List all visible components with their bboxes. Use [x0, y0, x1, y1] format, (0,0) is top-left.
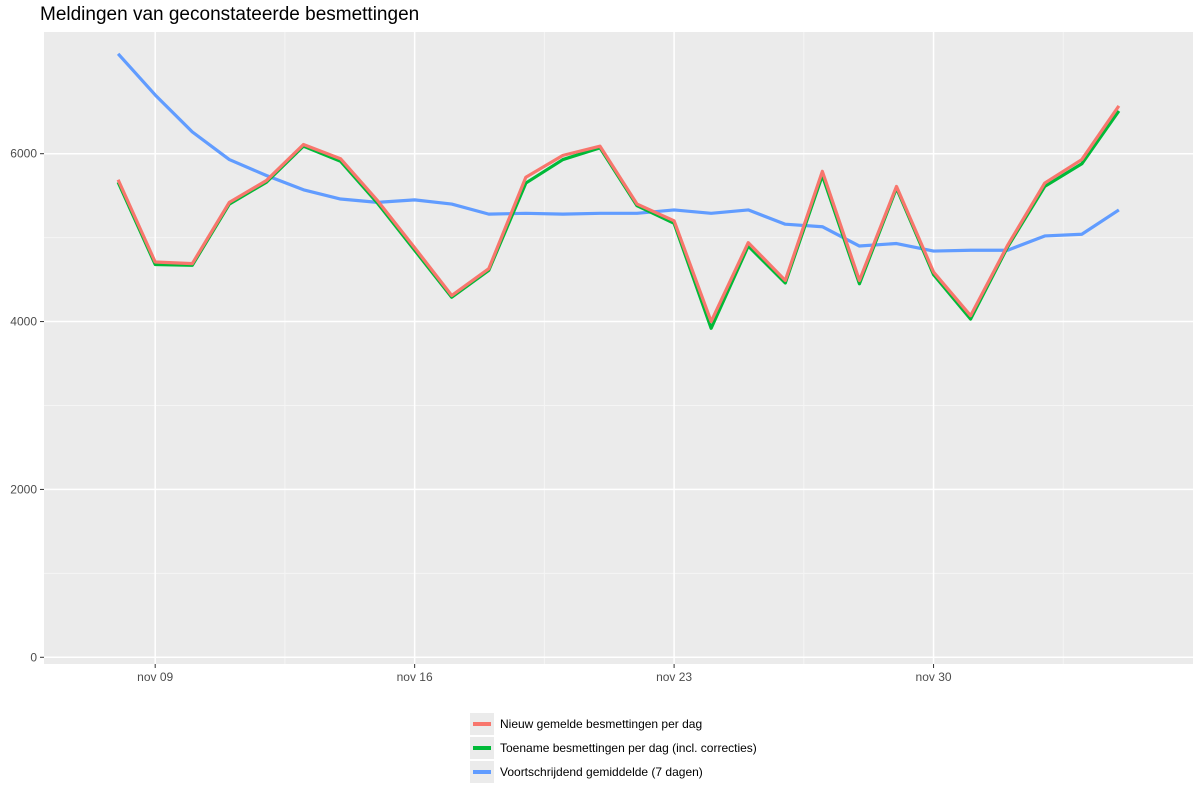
x-tick-label: nov 16 [397, 670, 433, 684]
x-tick-label: nov 30 [916, 670, 952, 684]
series-layer [116, 52, 1121, 330]
x-tick-label: nov 09 [137, 670, 173, 684]
series-line-2 [116, 52, 1120, 253]
legend-swatch-toename [473, 746, 491, 750]
axis-layer: 0 2000 4000 6000 nov 09 nov 16 nov 23 nov 30 [10, 147, 952, 684]
plot-panel [44, 32, 1193, 664]
y-tick-label: 2000 [10, 482, 37, 496]
grid-major [44, 32, 1193, 664]
legend-key-toename [470, 737, 494, 759]
y-tick-label: 4000 [10, 315, 37, 329]
legend-label-toename: Toename besmettingen per dag (incl. corr… [500, 741, 757, 755]
legend-label-gemiddelde: Voortschrijdend gemiddelde (7 dagen) [500, 765, 703, 779]
chart-title: Meldingen van geconstateerde besmettinge… [40, 4, 420, 25]
legend-item-toename: Toename besmettingen per dag (incl. corr… [470, 736, 757, 760]
legend-swatch-nieuw [473, 722, 491, 726]
legend-key-nieuw [470, 713, 494, 735]
legend-item-nieuw: Nieuw gemelde besmettingen per dag [470, 712, 757, 736]
legend-item-gemiddelde: Voortschrijdend gemiddelde (7 dagen) [470, 760, 757, 784]
grid-minor [44, 32, 1193, 664]
legend-label-nieuw: Nieuw gemelde besmettingen per dag [500, 717, 703, 731]
series-line-0 [116, 104, 1121, 324]
legend: Nieuw gemelde besmettingen per dag Toena… [470, 712, 757, 784]
legend-swatch-gemiddelde [473, 770, 491, 774]
y-tick-label: 6000 [10, 147, 37, 161]
legend-key-gemiddelde [470, 761, 494, 783]
y-tick-label: 0 [30, 650, 37, 664]
x-tick-label: nov 23 [656, 670, 692, 684]
